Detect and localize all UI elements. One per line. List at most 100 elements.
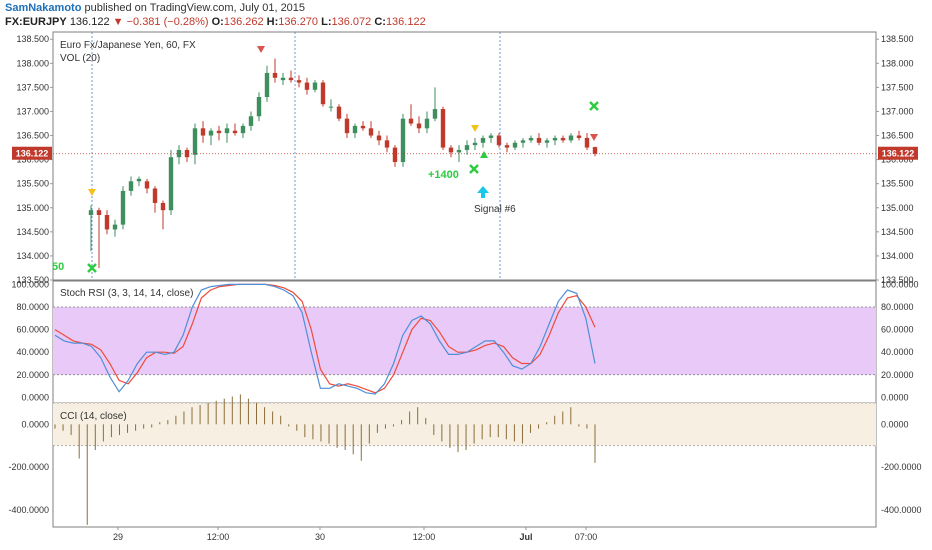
annotation-50: 50 <box>52 261 64 273</box>
candle-body[interactable] <box>112 224 118 230</box>
y-tick-label-left: 137.500 <box>16 82 49 92</box>
cci-tick-left: -200.0000 <box>8 462 49 472</box>
candle-body[interactable] <box>512 142 518 148</box>
candle-body[interactable] <box>272 72 278 78</box>
annotation-signal: Signal #6 <box>474 204 516 215</box>
candle-body[interactable] <box>320 82 326 105</box>
y-tick-label-left: 138.000 <box>16 58 49 68</box>
candle-body[interactable] <box>328 106 334 108</box>
author-link[interactable]: SamNakamoto <box>5 2 82 14</box>
candle-body[interactable] <box>304 82 310 90</box>
candle-body[interactable] <box>560 137 566 141</box>
symbol-ohlc-line: FX:EURJPY 136.122 ▼ −0.381 (−0.28%) O:13… <box>5 16 426 28</box>
candle-body[interactable] <box>464 145 470 150</box>
cci-title: CCI (14, close) <box>60 411 127 422</box>
sell-triangle-icon <box>88 189 96 196</box>
x-tick-label: Jul <box>519 532 532 542</box>
sell-triangle-icon <box>590 134 598 141</box>
candle-body[interactable] <box>256 97 262 117</box>
price-tag-left <box>12 146 52 160</box>
candle-body[interactable] <box>192 128 198 155</box>
candle-body[interactable] <box>392 147 398 163</box>
candle-body[interactable] <box>88 210 94 215</box>
candle-body[interactable] <box>104 214 110 230</box>
candle-body[interactable] <box>224 128 230 134</box>
y-tick-label-left: 138.500 <box>16 34 49 44</box>
candle-body[interactable] <box>312 82 318 90</box>
candle-body[interactable] <box>128 181 134 191</box>
cci-tick-left: -400.0000 <box>8 505 49 515</box>
candle-body[interactable] <box>432 109 438 119</box>
candle-body[interactable] <box>400 118 406 163</box>
candle-body[interactable] <box>568 135 574 141</box>
candle-body[interactable] <box>368 128 374 136</box>
candle-body[interactable] <box>544 140 550 143</box>
candle-body[interactable] <box>288 77 294 81</box>
candle-body[interactable] <box>480 137 486 143</box>
cci-band <box>53 402 876 446</box>
price-tag-right <box>878 146 918 160</box>
candle-body[interactable] <box>536 137 542 143</box>
candle-body[interactable] <box>520 140 526 143</box>
candle-body[interactable] <box>248 116 254 126</box>
open-label: O: <box>211 16 224 28</box>
candle-body[interactable] <box>344 118 350 134</box>
change-value: −0.381 (−0.28%) <box>126 16 209 28</box>
candle-body[interactable] <box>440 109 446 148</box>
stoch-tick-left: 0.0000 <box>21 392 49 402</box>
sell-triangle-icon <box>471 125 479 132</box>
candle-body[interactable] <box>232 130 238 134</box>
candle-body[interactable] <box>184 149 190 158</box>
candle-body[interactable] <box>528 137 534 141</box>
candle-body[interactable] <box>472 142 478 146</box>
y-tick-label-right: 135.000 <box>881 203 914 213</box>
candle-body[interactable] <box>280 77 286 81</box>
candle-body[interactable] <box>160 202 166 211</box>
candle-body[interactable] <box>264 72 270 98</box>
candle-body[interactable] <box>592 147 598 154</box>
stoch-d-line <box>54 283 596 394</box>
candle-body[interactable] <box>584 137 590 148</box>
cci-tick-right: -200.0000 <box>881 462 922 472</box>
candle-body[interactable] <box>488 135 494 138</box>
exit-cross-icon-b <box>589 101 599 111</box>
candle-body[interactable] <box>208 130 214 136</box>
candle-body[interactable] <box>496 135 502 146</box>
y-tick-label-right: 138.000 <box>881 58 914 68</box>
candle-body[interactable] <box>240 125 246 134</box>
candle-body[interactable] <box>216 130 222 134</box>
candle-body[interactable] <box>336 106 342 119</box>
candle-body[interactable] <box>384 140 390 148</box>
candle-body[interactable] <box>408 118 414 124</box>
stoch-tick-right: 0.0000 <box>881 392 909 402</box>
candle-body[interactable] <box>416 123 422 129</box>
candle-body[interactable] <box>168 157 174 211</box>
y-tick-label-left: 134.000 <box>16 251 49 261</box>
candle-body[interactable] <box>456 149 462 153</box>
y-tick-label-right: 135.500 <box>881 179 914 189</box>
candle-body[interactable] <box>200 128 206 136</box>
y-tick-label-left: 134.500 <box>16 227 49 237</box>
y-tick-label-left: 136.500 <box>16 131 49 141</box>
x-tick-label: 29 <box>113 532 123 542</box>
candle-body[interactable] <box>576 135 582 138</box>
candle-body[interactable] <box>424 118 430 129</box>
candle-body[interactable] <box>96 210 102 215</box>
candle-body[interactable] <box>376 135 382 141</box>
candle-body[interactable] <box>120 190 126 225</box>
candle-body[interactable] <box>360 125 366 129</box>
candle-body[interactable] <box>296 80 302 83</box>
candle-body[interactable] <box>504 145 510 148</box>
candle-body[interactable] <box>136 178 142 182</box>
stoch-tick-right: 40.0000 <box>881 347 914 357</box>
candle-body[interactable] <box>448 147 454 153</box>
stoch-tick-right: 100.0000 <box>881 279 919 289</box>
candle-body[interactable] <box>352 125 358 134</box>
open-value: 136.262 <box>223 16 264 28</box>
candle-body[interactable] <box>552 137 558 141</box>
candle-body[interactable] <box>152 188 158 203</box>
signal-arrow-icon <box>477 186 489 198</box>
x-tick-label: 30 <box>315 532 325 542</box>
candle-body[interactable] <box>144 181 150 189</box>
